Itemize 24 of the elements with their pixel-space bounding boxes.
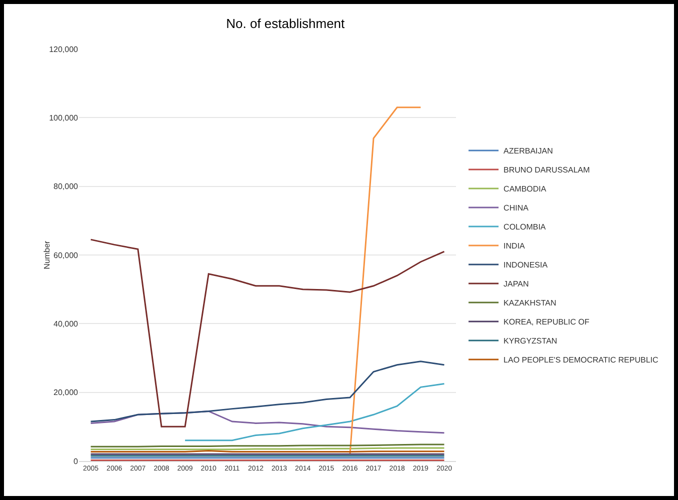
line-series (90, 238, 445, 428)
line-series (184, 383, 445, 442)
y-tick-label: 80,000 (54, 182, 79, 192)
y-tick-label: 100,000 (49, 113, 79, 122)
legend-label: CHINA (504, 204, 530, 213)
legend-label: INDIA (504, 242, 526, 251)
y-axis-title: Number (42, 240, 52, 270)
legend-label: KOREA, REPUBLIC OF (504, 318, 590, 327)
legend-label: LAO PEOPLE'S DEMOCRATIC REPUBLIC (504, 356, 659, 365)
y-tick-label: 120,000 (49, 44, 79, 54)
y-tick-label: 20,000 (54, 388, 79, 398)
line-series (90, 360, 445, 422)
y-tick-label: 0 (74, 456, 79, 466)
legend-label: KYRGYZSTAN (504, 336, 558, 346)
legend-label: AZERBAIJAN (504, 146, 554, 156)
legend-label: CAMBODIA (504, 184, 547, 194)
legend-label: COLOMBIA (504, 222, 546, 232)
legend-label: BRUNO DARUSSALAM (504, 166, 590, 175)
legend-label: INDONESIA (504, 260, 548, 270)
legend-label: KAZAKHSTAN (504, 298, 557, 308)
chart-title: No. of establishment (226, 16, 346, 31)
y-tick-label: 60,000 (54, 250, 79, 260)
legend-label: JAPAN (504, 280, 529, 289)
y-tick-label: 40,000 (54, 319, 79, 328)
